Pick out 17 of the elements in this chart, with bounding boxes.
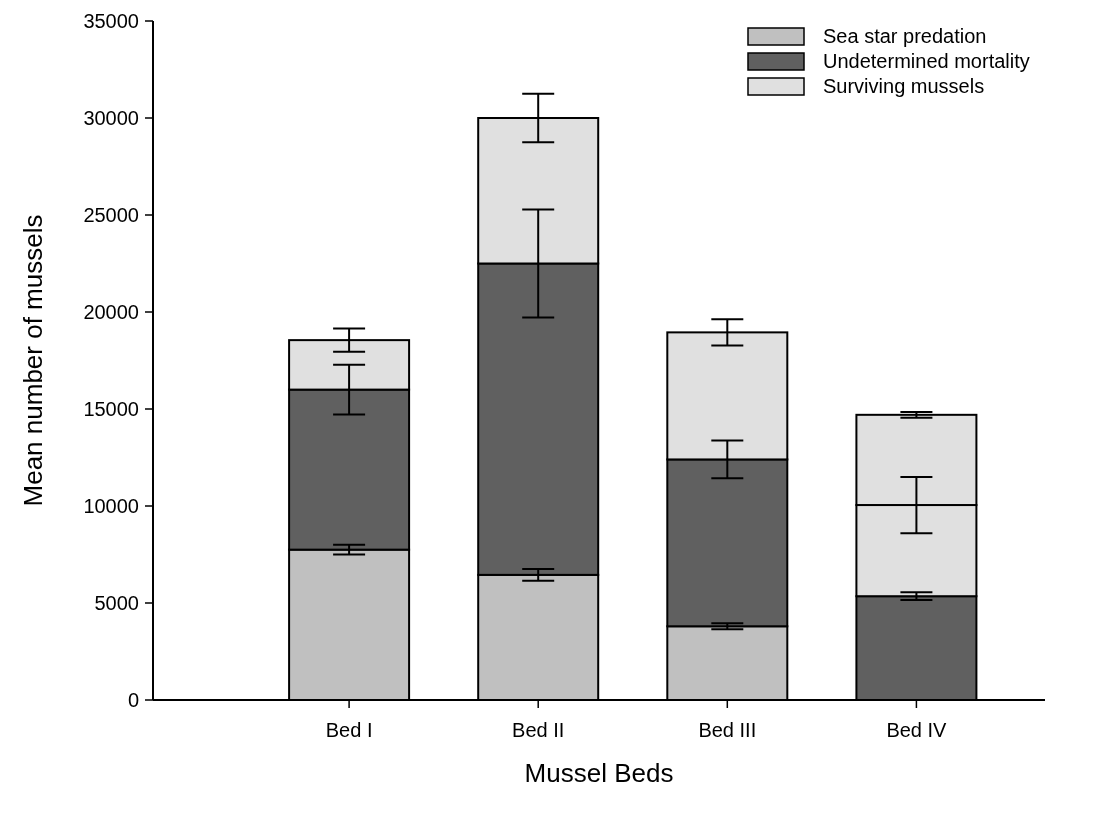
y-tick-label: 5000: [94, 592, 139, 614]
x-tick-label: Bed II: [512, 719, 565, 741]
y-tick-label: 15000: [83, 398, 139, 420]
y-tick-label: 20000: [83, 301, 139, 323]
y-tick-label: 10000: [83, 495, 139, 517]
y-tick-label: 30000: [83, 107, 139, 129]
y-axis-title: Mean number of mussels: [18, 214, 48, 507]
x-axis-title: Mussel Beds: [524, 758, 674, 788]
y-tick-label: 0: [127, 689, 139, 711]
x-tick-label: Bed III: [698, 719, 757, 741]
x-tick-label: Bed IV: [886, 719, 948, 741]
x-tick-label: Bed I: [325, 719, 373, 741]
legend-label: Sea star predation: [823, 25, 987, 47]
legend-label: Undetermined mortality: [823, 50, 1030, 72]
y-tick-label: 25000: [83, 204, 139, 226]
legend-label: Surviving mussels: [823, 75, 985, 97]
y-tick-label: 35000: [83, 10, 139, 32]
